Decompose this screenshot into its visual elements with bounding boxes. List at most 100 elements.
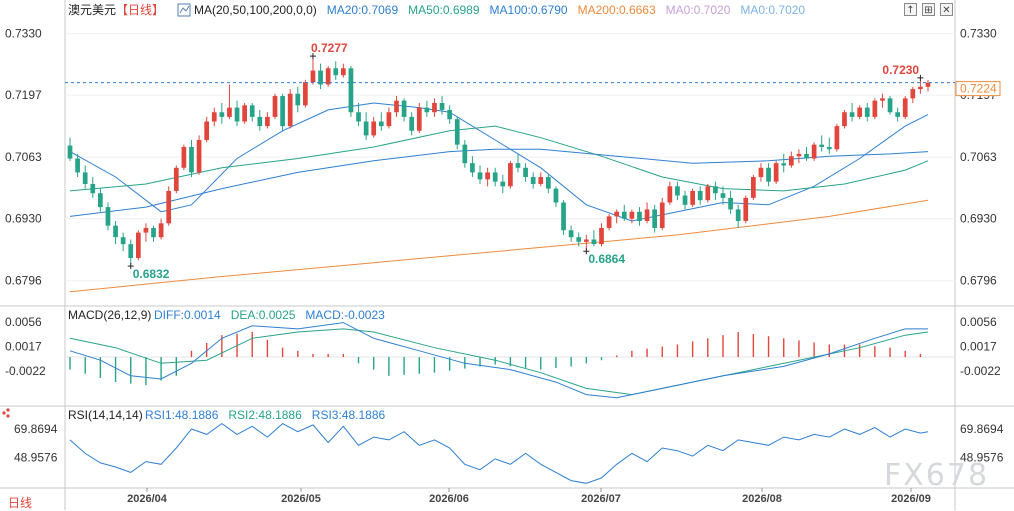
ma-line-ma50 bbox=[69, 125, 929, 192]
candle bbox=[401, 98, 407, 122]
candle-body bbox=[371, 121, 377, 136]
candle-body bbox=[743, 197, 749, 222]
candle bbox=[416, 102, 422, 134]
candle bbox=[788, 151, 794, 168]
candle-body bbox=[340, 68, 346, 76]
candle bbox=[568, 225, 574, 242]
candle-body bbox=[796, 153, 802, 157]
rsi-marker-icon bbox=[2, 408, 10, 418]
candle bbox=[842, 109, 847, 129]
candle bbox=[713, 181, 718, 201]
candle-body bbox=[470, 163, 475, 173]
candle-body bbox=[333, 68, 339, 76]
candle bbox=[90, 177, 96, 198]
candle bbox=[325, 65, 331, 87]
candle bbox=[652, 204, 658, 233]
candle bbox=[561, 200, 566, 235]
candle bbox=[887, 96, 893, 115]
candle bbox=[720, 186, 726, 205]
moving-average-lines bbox=[69, 102, 929, 293]
candle bbox=[363, 112, 369, 141]
candle-body bbox=[599, 227, 604, 245]
rsi-series-line bbox=[69, 422, 929, 484]
macd-legend-item: DEA:0.0025 bbox=[231, 308, 296, 322]
ma-line-ma20 bbox=[69, 102, 929, 222]
candle-body bbox=[568, 230, 574, 238]
candle bbox=[508, 160, 513, 189]
candle-body bbox=[82, 172, 88, 184]
macd-histogram bbox=[69, 332, 922, 386]
candle-body bbox=[659, 202, 665, 228]
candle-body bbox=[363, 121, 369, 136]
candle-body bbox=[690, 190, 695, 205]
candle-body bbox=[477, 172, 483, 180]
candle-body bbox=[523, 167, 528, 178]
candle-body bbox=[895, 112, 900, 117]
candle bbox=[265, 112, 270, 129]
move-up-icon[interactable]: ↑ bbox=[904, 3, 917, 16]
candle-body bbox=[720, 193, 726, 198]
candle bbox=[538, 172, 544, 187]
candle-body bbox=[173, 167, 179, 191]
candle bbox=[583, 234, 589, 250]
candle-body bbox=[67, 145, 73, 159]
candle bbox=[781, 153, 787, 173]
candle bbox=[356, 102, 361, 127]
close-icon[interactable]: ✕ bbox=[940, 3, 953, 16]
candle bbox=[682, 190, 688, 210]
candle-body bbox=[500, 181, 506, 187]
candle bbox=[925, 79, 931, 92]
candle-body bbox=[211, 112, 217, 122]
x-tick-label: 2026/07 bbox=[581, 493, 621, 505]
ma-legend-item: MA0:0.7020 bbox=[666, 3, 731, 17]
candle-body bbox=[652, 209, 658, 228]
candle-body bbox=[135, 232, 141, 259]
candle bbox=[143, 223, 149, 242]
candle-body bbox=[819, 144, 825, 147]
candle bbox=[181, 144, 187, 171]
candle bbox=[880, 93, 885, 108]
candle bbox=[249, 102, 255, 122]
candle-body bbox=[561, 202, 566, 231]
candle bbox=[864, 102, 870, 122]
candle-body bbox=[90, 183, 96, 194]
price-annotations: 0.7277 0.6832 0.6864 0.7230 bbox=[127, 41, 924, 281]
candle-body bbox=[606, 216, 612, 228]
candle bbox=[151, 225, 156, 242]
price-legend: 澳元美元 【日线】 MA(20,50,100,200,0,0) MA20:0.70… bbox=[68, 3, 805, 17]
candle-body bbox=[842, 112, 847, 127]
ma-legend-item: MA50:0.6989 bbox=[408, 3, 480, 17]
candle bbox=[477, 165, 483, 184]
price-tick-label: 0.7063 bbox=[960, 150, 997, 164]
candle bbox=[796, 149, 802, 164]
candle bbox=[386, 107, 392, 129]
rsi-tick-label: 69.8694 bbox=[14, 422, 58, 436]
candle-body bbox=[280, 96, 285, 127]
candle-body bbox=[667, 186, 673, 203]
candle-body bbox=[249, 105, 255, 117]
macd-tick-label: -0.0022 bbox=[960, 364, 1001, 378]
ma-legend-item: MA100:0.6790 bbox=[490, 3, 568, 17]
candle bbox=[280, 93, 285, 131]
candle-body bbox=[629, 211, 635, 219]
candle bbox=[515, 153, 521, 173]
macd-axis: 0.0056 0.0056 0.0017 0.0017 -0.0022 -0.0022 bbox=[5, 315, 1001, 378]
last-price-label: 0.7224 bbox=[960, 82, 997, 96]
candle-body bbox=[265, 116, 270, 127]
candle bbox=[128, 239, 134, 265]
candle bbox=[272, 93, 278, 120]
ma-settings-icon[interactable] bbox=[177, 3, 191, 17]
candle bbox=[447, 105, 452, 124]
candle-body bbox=[181, 146, 187, 168]
expand-icon[interactable]: ⊞ bbox=[922, 3, 935, 16]
candle-body bbox=[348, 68, 354, 113]
candle bbox=[804, 146, 809, 161]
candle bbox=[819, 135, 825, 152]
candle-body bbox=[166, 190, 172, 224]
ma-line-ma200 bbox=[69, 199, 929, 293]
candle-body bbox=[424, 107, 430, 113]
candle-body bbox=[151, 227, 156, 238]
candle bbox=[318, 63, 323, 90]
